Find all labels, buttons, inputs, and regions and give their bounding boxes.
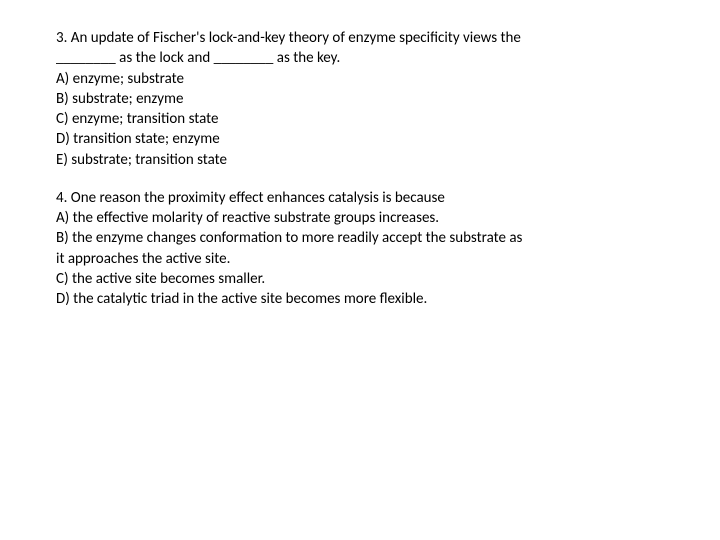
q3-stem-line-1: 3. An update of Fischer's lock-and-key t… [56,28,664,48]
q3-option-e: E) substrate; transition state [56,150,664,170]
q3-option-d: D) transition state; enzyme [56,129,664,149]
question-3: 3. An update of Fischer's lock-and-key t… [56,28,664,170]
q3-option-c: C) enzyme; transition state [56,109,664,129]
q4-option-b-line-2: it approaches the active site. [56,249,664,269]
q4-option-b-line-1: B) the enzyme changes conformation to mo… [56,228,664,248]
q3-stem-line-2: ________ as the lock and ________ as the… [56,48,664,68]
q3-option-b: B) substrate; enzyme [56,89,664,109]
q4-stem: 4. One reason the proximity effect enhan… [56,188,664,208]
q3-option-a: A) enzyme; substrate [56,69,664,89]
q4-option-c: C) the active site becomes smaller. [56,269,664,289]
q4-option-d: D) the catalytic triad in the active sit… [56,289,664,309]
q4-option-a: A) the effective molarity of reactive su… [56,208,664,228]
question-4: 4. One reason the proximity effect enhan… [56,188,664,310]
